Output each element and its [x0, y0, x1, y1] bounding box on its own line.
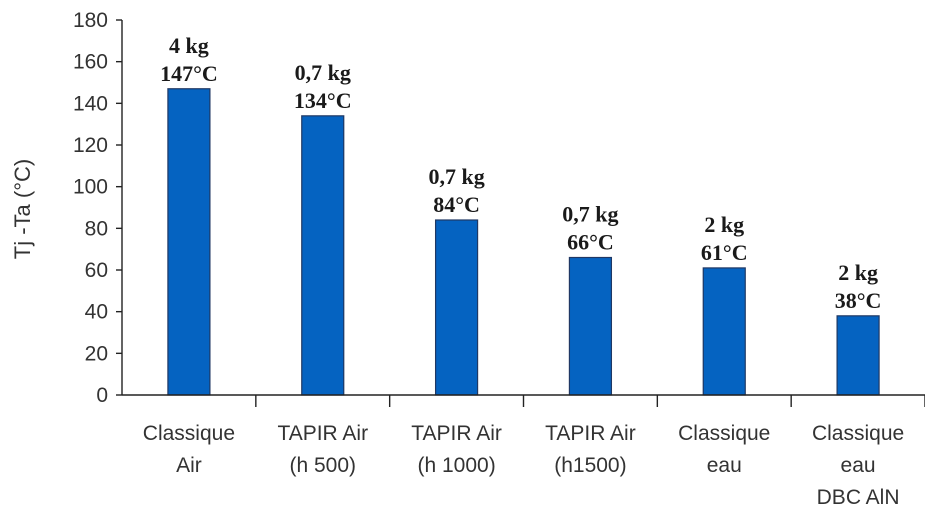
- data-label: 38°C: [835, 288, 882, 313]
- y-tick-label: 160: [73, 51, 108, 74]
- x-category-label: Classique: [812, 422, 904, 445]
- x-category-label: TAPIR Air: [277, 422, 368, 445]
- x-category-label: (h 500): [289, 454, 356, 477]
- data-label: 134°C: [294, 88, 352, 113]
- y-tick-label: 20: [85, 342, 108, 365]
- data-label: 0,7 kg: [428, 164, 484, 189]
- y-tick-label: 80: [85, 217, 108, 240]
- bar: [301, 115, 345, 396]
- bars: [167, 88, 880, 396]
- data-labels: 4 kg 147°C 0,7 kg 134°C 0,7 kg 84°C 0,7 kg 66°C…: [160, 33, 881, 313]
- y-tick-label: 60: [85, 259, 108, 282]
- x-category-label: Classique: [143, 422, 235, 445]
- data-label: 0,7 kg: [562, 202, 618, 227]
- data-label: 61°C: [701, 240, 748, 265]
- y-tick-label: 140: [73, 92, 108, 115]
- y-tick-label: 40: [85, 301, 108, 324]
- x-category-label: TAPIR Air: [545, 422, 636, 445]
- data-label: 2 kg: [704, 212, 744, 237]
- y-tick-label: 180: [73, 9, 108, 32]
- data-label: 84°C: [433, 192, 480, 217]
- bar: [702, 267, 746, 396]
- x-category-label: eau: [707, 454, 742, 477]
- x-category-label: (h1500): [554, 454, 626, 477]
- x-category-label: Air: [176, 454, 202, 477]
- bar: [568, 256, 613, 396]
- y-tick-label: 120: [73, 134, 108, 157]
- bar: [167, 88, 211, 396]
- data-label: 2 kg: [838, 260, 878, 285]
- x-axis: Classique Air TAPIR Air (h 500) TAPIR Air (h …: [122, 394, 925, 509]
- y-tick-label: 0: [96, 384, 108, 407]
- data-label: 0,7 kg: [295, 60, 351, 85]
- bar: [434, 219, 479, 396]
- data-label: 4 kg: [169, 33, 209, 58]
- bar: [836, 315, 880, 396]
- y-tick-label: 100: [73, 176, 108, 199]
- x-category-label: Classique: [678, 422, 770, 445]
- y-axis: 0 20 40 60 80 100 120 140 160 180: [73, 9, 123, 407]
- x-category-label: TAPIR Air: [411, 422, 502, 445]
- data-label: 66°C: [567, 230, 614, 255]
- y-axis-title: Tj -Ta (°C): [10, 159, 35, 259]
- x-category-label: DBC AlN: [817, 486, 900, 509]
- x-category-label: eau: [841, 454, 876, 477]
- x-category-label: (h 1000): [417, 454, 495, 477]
- data-label: 147°C: [160, 61, 218, 86]
